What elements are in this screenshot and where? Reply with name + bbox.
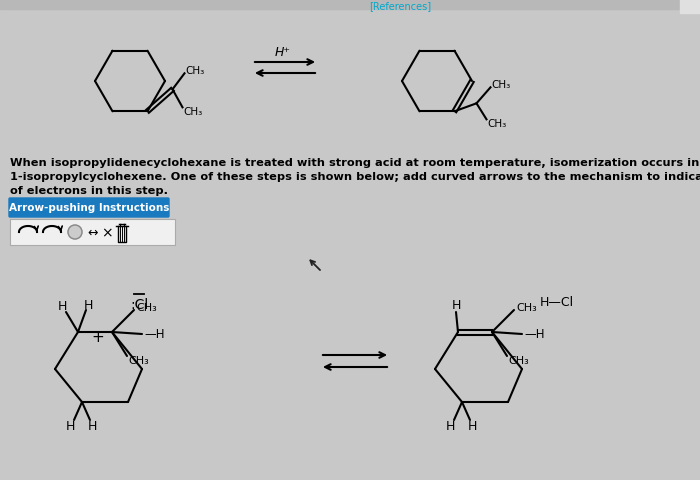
Text: CH₃: CH₃ <box>487 119 507 129</box>
Text: When isopropylidenecyclohexane is treated with strong acid at room temperature, : When isopropylidenecyclohexane is treate… <box>10 157 700 168</box>
Text: H: H <box>452 299 461 312</box>
Text: H—Cl: H—Cl <box>540 296 574 309</box>
Text: :Cl: :Cl <box>131 298 149 312</box>
Bar <box>680 0 700 14</box>
Text: CH₃: CH₃ <box>516 302 537 312</box>
Text: CH₃: CH₃ <box>128 355 148 365</box>
Bar <box>0 0 700 10</box>
Text: H: H <box>468 420 477 432</box>
FancyBboxPatch shape <box>9 199 169 217</box>
Text: H⁺: H⁺ <box>275 46 291 59</box>
Text: ↔: ↔ <box>88 226 98 239</box>
Text: H: H <box>57 300 66 313</box>
Text: CH₃: CH₃ <box>183 107 203 117</box>
Circle shape <box>68 226 82 240</box>
Text: —H: —H <box>144 328 164 341</box>
Text: ×: × <box>102 226 113 240</box>
Text: CH₃: CH₃ <box>186 66 204 76</box>
Bar <box>10 219 175 245</box>
Text: 1-isopropylcyclohexene. One of these steps is shown below; add curved arrows to : 1-isopropylcyclohexene. One of these ste… <box>10 172 700 181</box>
Text: CH₃: CH₃ <box>136 302 157 312</box>
Text: H: H <box>88 420 97 432</box>
Text: Arrow-pushing Instructions: Arrow-pushing Instructions <box>9 203 169 213</box>
Text: H: H <box>445 420 455 432</box>
Text: +: + <box>92 330 104 345</box>
Text: CH₃: CH₃ <box>491 80 511 90</box>
Text: —H: —H <box>524 328 545 341</box>
Text: H: H <box>65 420 75 432</box>
Text: [References]: [References] <box>369 1 431 11</box>
Text: of electrons in this step.: of electrons in this step. <box>10 186 168 195</box>
Text: CH₃: CH₃ <box>508 355 528 365</box>
Text: H: H <box>83 299 92 312</box>
